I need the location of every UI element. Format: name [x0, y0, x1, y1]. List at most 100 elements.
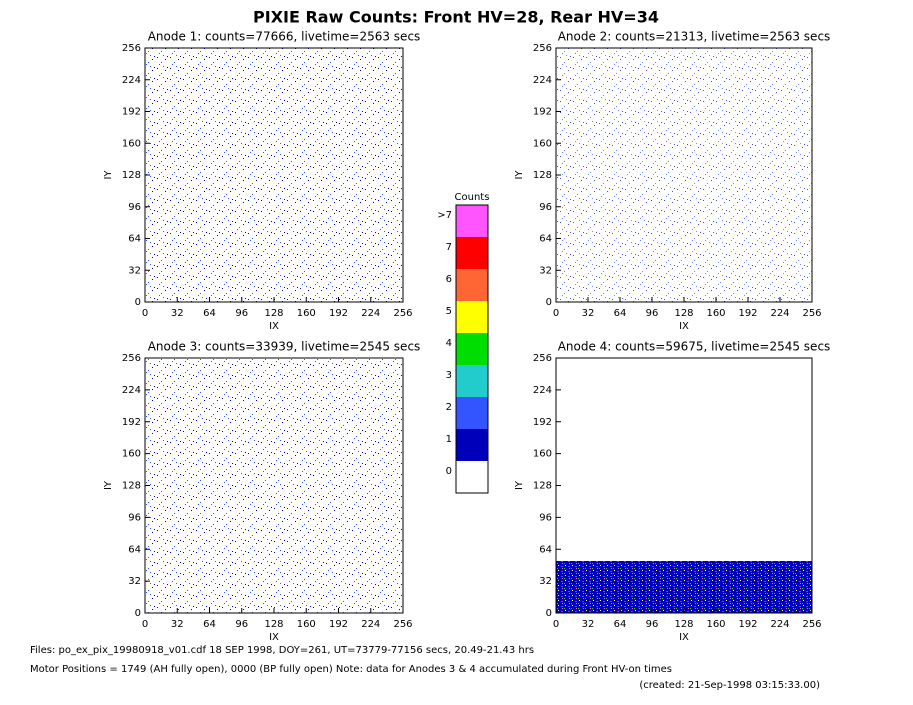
colorbar-label: 7: [446, 242, 452, 253]
x-tick-label: 160: [706, 308, 725, 319]
colorbar-box: [456, 397, 488, 429]
x-tick-label: 128: [674, 619, 693, 630]
x-tick-label: 96: [235, 308, 248, 319]
colorbar-label: 4: [446, 338, 452, 349]
y-tick-label: 256: [533, 353, 552, 364]
y-tick-label: 192: [533, 417, 552, 428]
x-tick-label: 192: [738, 619, 757, 630]
colorbar-label: 1: [446, 434, 452, 445]
x-tick-label: 128: [264, 619, 283, 630]
colorbar-box: [456, 269, 488, 301]
y-tick-label: 160: [122, 449, 141, 460]
colorbar-box: [456, 333, 488, 365]
y-tick-label: 0: [135, 608, 141, 619]
x-tick-label: 64: [203, 308, 216, 319]
x-tick-label: 0: [142, 619, 148, 630]
x-tick-label: 192: [738, 308, 757, 319]
colorbar-box: [456, 237, 488, 269]
y-axis-label: IY: [514, 170, 525, 180]
x-tick-label: 224: [770, 619, 789, 630]
y-tick-label: 224: [122, 75, 141, 86]
y-tick-label: 32: [539, 576, 552, 587]
x-tick-label: 128: [264, 308, 283, 319]
x-tick-label: 256: [802, 619, 821, 630]
colorbar-box: [456, 365, 488, 397]
colorbar-label: 5: [446, 306, 452, 317]
x-tick-label: 32: [582, 619, 595, 630]
x-axis-label: IX: [269, 321, 279, 332]
x-tick-label: 64: [203, 619, 216, 630]
colorbar-label: 2: [446, 402, 452, 413]
x-tick-label: 160: [706, 619, 725, 630]
x-tick-label: 160: [297, 308, 316, 319]
colorbar-label: >7: [437, 210, 452, 221]
colorbar-label: 6: [446, 274, 452, 285]
y-tick-label: 32: [539, 265, 552, 276]
y-tick-label: 96: [128, 512, 141, 523]
y-axis-label: IY: [514, 480, 525, 490]
y-tick-label: 0: [546, 608, 552, 619]
count-texture: [145, 48, 403, 302]
y-axis-label: IY: [103, 480, 114, 490]
x-tick-label: 96: [646, 308, 659, 319]
y-tick-label: 224: [122, 385, 141, 396]
y-tick-label: 0: [135, 297, 141, 308]
footer-line: Files: po_ex_pix_19980918_v01.cdf 18 SEP…: [30, 645, 534, 656]
x-tick-label: 96: [235, 619, 248, 630]
y-tick-label: 256: [122, 353, 141, 364]
x-tick-label: 160: [297, 619, 316, 630]
y-tick-label: 192: [122, 107, 141, 118]
y-tick-label: 128: [122, 481, 141, 492]
x-tick-label: 32: [171, 308, 184, 319]
y-tick-label: 32: [128, 265, 141, 276]
x-tick-label: 0: [142, 308, 148, 319]
x-tick-label: 32: [582, 308, 595, 319]
y-tick-label: 192: [533, 107, 552, 118]
x-tick-label: 96: [646, 619, 659, 630]
colorbar-box: [456, 301, 488, 333]
colorbar-box: [456, 461, 488, 493]
colorbar-label: 0: [446, 466, 452, 477]
y-tick-label: 256: [533, 43, 552, 54]
y-tick-label: 224: [533, 385, 552, 396]
x-tick-label: 224: [361, 619, 380, 630]
x-axis-label: IX: [269, 632, 279, 643]
y-tick-label: 32: [128, 576, 141, 587]
footer-line: (created: 21-Sep-1998 03:15:33.00): [639, 680, 820, 691]
y-tick-label: 256: [122, 43, 141, 54]
x-tick-label: 64: [614, 619, 627, 630]
page-title: PIXIE Raw Counts: Front HV=28, Rear HV=3…: [253, 8, 659, 27]
x-tick-label: 128: [674, 308, 693, 319]
colorbar-label: 3: [446, 370, 452, 381]
y-tick-label: 96: [128, 202, 141, 213]
y-axis-label: IY: [103, 170, 114, 180]
y-tick-label: 160: [533, 449, 552, 460]
footer-line: Motor Positions = 1749 (AH fully open), …: [30, 664, 672, 675]
x-tick-label: 0: [553, 619, 559, 630]
y-tick-label: 128: [122, 170, 141, 181]
colorbar-frame: [455, 204, 489, 494]
y-tick-label: 128: [533, 481, 552, 492]
x-tick-label: 64: [614, 308, 627, 319]
y-tick-label: 224: [533, 75, 552, 86]
y-tick-label: 192: [122, 417, 141, 428]
count-texture: [145, 358, 403, 613]
y-tick-label: 128: [533, 170, 552, 181]
x-tick-label: 256: [802, 308, 821, 319]
colorbar-box: [456, 429, 488, 461]
y-tick-label: 64: [128, 234, 141, 245]
panel-title: Anode 2: counts=21313, livetime=2563 sec…: [558, 30, 831, 44]
count-texture: [556, 561, 812, 613]
x-tick-label: 224: [770, 308, 789, 319]
y-tick-label: 64: [128, 544, 141, 555]
y-tick-label: 160: [533, 138, 552, 149]
y-tick-label: 0: [546, 297, 552, 308]
x-tick-label: 192: [329, 308, 348, 319]
colorbar-box: [456, 205, 488, 237]
y-tick-label: 160: [122, 138, 141, 149]
x-tick-label: 192: [329, 619, 348, 630]
panel-title: Anode 3: counts=33939, livetime=2545 sec…: [148, 340, 421, 354]
x-tick-label: 256: [393, 619, 412, 630]
x-axis-label: IX: [679, 321, 689, 332]
